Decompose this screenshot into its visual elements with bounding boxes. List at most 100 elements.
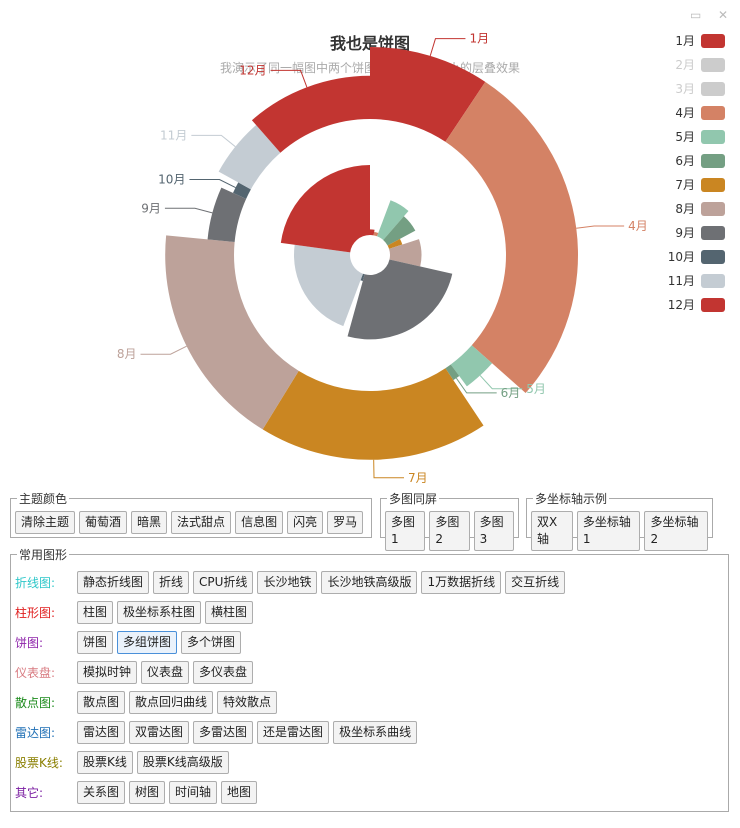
rose-slice-5[interactable] <box>387 238 403 249</box>
axis-button-1[interactable]: 双X轴 <box>531 511 573 551</box>
chart-link-button[interactable]: CPU折线 <box>193 570 254 594</box>
rose-slice-8[interactable] <box>360 273 365 282</box>
legend-swatch-2[interactable] <box>701 58 725 72</box>
chart-link-button[interactable]: 还是雷达图 <box>257 720 330 744</box>
minimize-icon[interactable]: ▭ <box>690 8 702 22</box>
chart-category-row: 柱形图: 柱图 极坐标系柱图 横柱图 <box>15 597 724 627</box>
axis-button-3[interactable]: 多坐标轴2 <box>644 511 708 551</box>
chart-link-button[interactable]: 模拟时钟 <box>77 660 138 684</box>
theme-panel-title: 主题颜色 <box>19 492 68 506</box>
pie-slice-6[interactable] <box>165 235 299 430</box>
legend-label-10[interactable]: 10月 <box>668 250 695 264</box>
legend-label-7[interactable]: 7月 <box>675 178 695 192</box>
legend-label-2[interactable]: 2月 <box>675 58 695 72</box>
legend-swatch-12[interactable] <box>701 298 725 312</box>
chart-link-button[interactable]: 地图 <box>221 780 258 804</box>
slice-label-9: 11月 <box>160 128 187 142</box>
legend-swatch-1[interactable] <box>701 34 725 48</box>
legend-swatch-4[interactable] <box>701 106 725 120</box>
theme-buttons: 清除主题 葡萄酒 暗黑 法式甜点 信息图 闪亮 罗马 <box>15 511 367 534</box>
multi-button-1[interactable]: 多图1 <box>385 511 426 551</box>
legend-label-5[interactable]: 5月 <box>675 130 695 144</box>
rose-slice-6[interactable] <box>389 239 422 267</box>
chart-link-button[interactable]: 股票K线 <box>77 750 133 774</box>
pie-slice-3[interactable] <box>450 345 493 387</box>
pie-slice-10[interactable] <box>251 75 370 153</box>
legend-label-9[interactable]: 9月 <box>675 226 695 240</box>
axis-button-2[interactable]: 多坐标轴1 <box>576 511 641 551</box>
chart-link-button[interactable]: 多个饼图 <box>181 630 242 654</box>
legend-swatch-6[interactable] <box>701 154 725 168</box>
legend-swatch-9[interactable] <box>701 226 725 240</box>
chart-link-button[interactable]: 多雷达图 <box>193 720 254 744</box>
theme-button-2[interactable]: 葡萄酒 <box>79 511 128 534</box>
pie-slice-2[interactable] <box>445 81 578 394</box>
chart-link-button[interactable]: 关系图 <box>77 780 126 804</box>
chart-link-button[interactable]: 特效散点 <box>217 690 278 714</box>
chart-link-button[interactable]: 交互折线 <box>505 570 566 594</box>
chart-link-button[interactable]: 长沙地铁 <box>257 570 318 594</box>
theme-button-5[interactable]: 信息图 <box>235 511 284 534</box>
chart-category-row: 散点图: 散点图 散点回归曲线 特效散点 <box>15 687 724 717</box>
rose-slice-4[interactable] <box>383 216 416 246</box>
chart-link-button[interactable]: 折线 <box>153 570 190 594</box>
slice-label-5: 7月 <box>408 471 428 485</box>
chart-link-button[interactable]: 散点图 <box>77 690 126 714</box>
chart-link-button[interactable]: 极坐标系曲线 <box>333 720 418 744</box>
pie-chart: 我也是饼图 我演示了同一幅图中两个饼图同位置不同大小的层叠效果 1月4月5月6月… <box>117 32 725 485</box>
legend-label-1[interactable]: 1月 <box>675 34 695 48</box>
legend-swatch-11[interactable] <box>701 274 725 288</box>
chart-link-button[interactable]: 柱图 <box>77 600 114 624</box>
rose-slice-9[interactable] <box>293 244 363 327</box>
chart-link-button[interactable]: 仪表盘 <box>141 660 190 684</box>
chart-link-button[interactable]: 股票K线高级版 <box>136 750 229 774</box>
chart-link-button[interactable]: 饼图 <box>77 630 114 654</box>
legend-swatch-8[interactable] <box>701 202 725 216</box>
chart-category-buttons: 股票K线 股票K线高级版 <box>77 750 229 774</box>
rose-slice-3[interactable] <box>377 200 409 240</box>
multi-button-2[interactable]: 多图2 <box>429 511 470 551</box>
multi-button-3[interactable]: 多图3 <box>473 511 514 551</box>
pie-slice-1[interactable] <box>370 47 486 142</box>
pie-slice-8[interactable] <box>233 182 251 199</box>
chart-link-button[interactable]: 雷达图 <box>77 720 126 744</box>
pie-slice-7[interactable] <box>207 187 247 242</box>
chart-link-button[interactable]: 横柱图 <box>205 600 254 624</box>
theme-button-7[interactable]: 罗马 <box>327 511 364 534</box>
label-line-2 <box>576 225 625 229</box>
legend-label-4[interactable]: 4月 <box>675 106 695 120</box>
chart-link-button[interactable]: 树图 <box>129 780 166 804</box>
legend-label-6[interactable]: 6月 <box>675 154 695 168</box>
chart-link-button[interactable]: 静态折线图 <box>77 570 150 594</box>
theme-button-1[interactable]: 清除主题 <box>15 511 76 534</box>
chart-link-button[interactable]: 双雷达图 <box>129 720 190 744</box>
chart-link-button[interactable]: 极坐标系柱图 <box>117 600 202 624</box>
chart-category-row: 股票K线: 股票K线 股票K线高级版 <box>15 747 724 777</box>
theme-button-6[interactable]: 闪亮 <box>287 511 324 534</box>
chart-link-button[interactable]: 时间轴 <box>169 780 218 804</box>
legend-swatch-7[interactable] <box>701 178 725 192</box>
rose-slice-2[interactable] <box>373 231 379 237</box>
legend-label-11[interactable]: 11月 <box>668 274 695 288</box>
chart-link-button[interactable]: 多仪表盘 <box>193 660 254 684</box>
pie-slice-9[interactable] <box>218 125 281 190</box>
chart-link-button[interactable]: 多组饼图 <box>117 630 178 654</box>
rose-slice-7[interactable] <box>347 259 453 340</box>
chart-link-button[interactable]: 1万数据折线 <box>421 570 502 594</box>
theme-button-3[interactable]: 暗黑 <box>131 511 168 534</box>
legend-label-3[interactable]: 3月 <box>675 82 695 96</box>
chart-category-buttons: 饼图 多组饼图 多个饼图 <box>77 630 242 654</box>
rose-slice-1[interactable] <box>370 229 375 236</box>
close-icon[interactable]: ✕ <box>718 8 729 22</box>
legend-swatch-5[interactable] <box>701 130 725 144</box>
legend-label-12[interactable]: 12月 <box>668 298 695 312</box>
theme-button-4[interactable]: 法式甜点 <box>171 511 232 534</box>
pie-slice-4[interactable] <box>445 364 460 381</box>
rose-slice-10[interactable] <box>280 165 370 253</box>
chart-link-button[interactable]: 长沙地铁高级版 <box>321 570 418 594</box>
legend-label-8[interactable]: 8月 <box>675 202 695 216</box>
legend-swatch-3[interactable] <box>701 82 725 96</box>
pie-slice-5[interactable] <box>262 368 484 460</box>
legend-swatch-10[interactable] <box>701 250 725 264</box>
chart-link-button[interactable]: 散点回归曲线 <box>129 690 214 714</box>
